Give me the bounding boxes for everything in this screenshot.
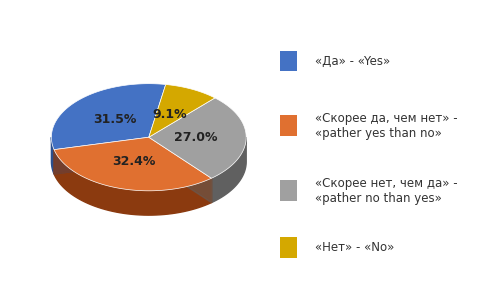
- Text: «Нет» - «No»: «Нет» - «No»: [315, 241, 394, 254]
- Polygon shape: [51, 84, 166, 150]
- FancyBboxPatch shape: [280, 115, 297, 136]
- Text: 31.5%: 31.5%: [93, 113, 136, 126]
- Polygon shape: [149, 84, 215, 137]
- Text: 9.1%: 9.1%: [152, 108, 187, 121]
- Polygon shape: [54, 137, 149, 174]
- Polygon shape: [212, 137, 246, 202]
- Polygon shape: [51, 137, 54, 174]
- Polygon shape: [149, 137, 212, 202]
- Text: 27.0%: 27.0%: [174, 131, 217, 144]
- Text: «Скорее нет, чем да» -
«рather no than yes»: «Скорее нет, чем да» - «рather no than y…: [315, 177, 457, 205]
- Polygon shape: [54, 137, 212, 191]
- FancyBboxPatch shape: [280, 237, 297, 258]
- Text: 32.4%: 32.4%: [112, 155, 156, 168]
- FancyBboxPatch shape: [280, 51, 297, 71]
- Polygon shape: [54, 137, 149, 174]
- Polygon shape: [149, 98, 246, 178]
- Polygon shape: [149, 137, 212, 202]
- Text: «Да» - «Yes»: «Да» - «Yes»: [315, 54, 390, 68]
- Polygon shape: [54, 150, 212, 215]
- Text: «Скорее да, чем нет» -
«рather yes than no»: «Скорее да, чем нет» - «рather yes than …: [315, 112, 457, 140]
- FancyBboxPatch shape: [280, 180, 297, 201]
